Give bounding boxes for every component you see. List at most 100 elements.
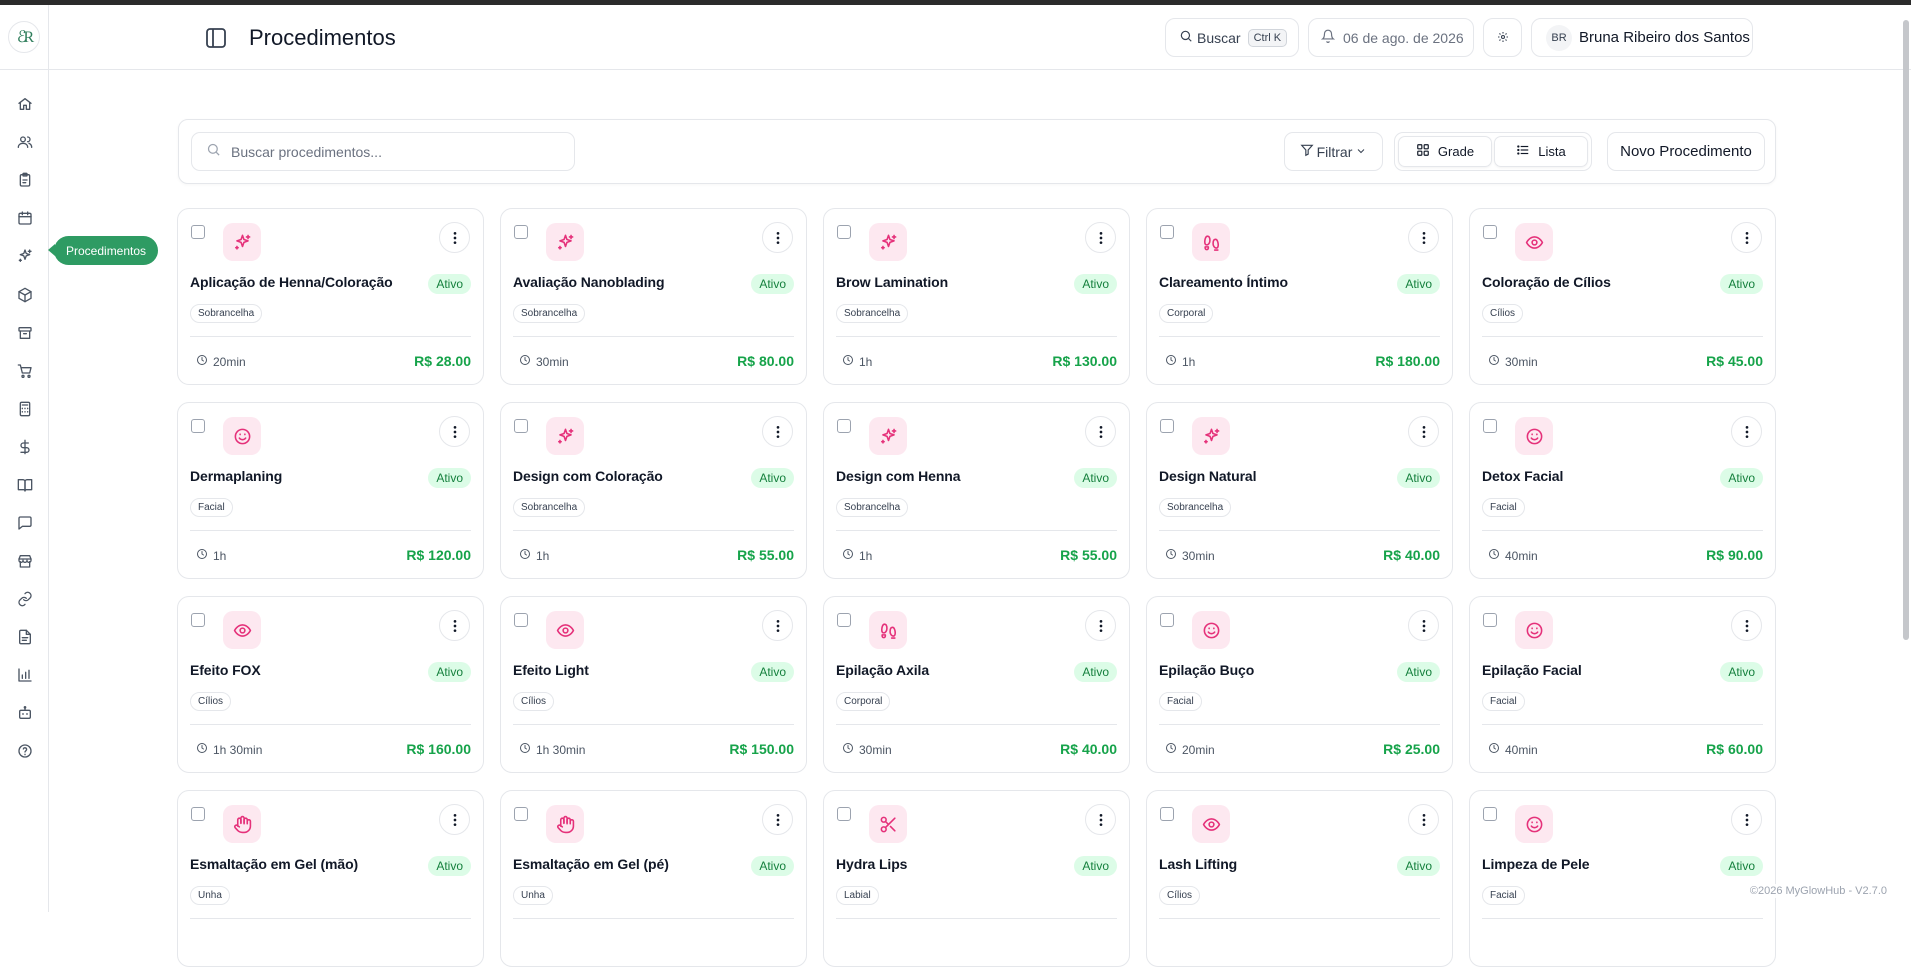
select-checkbox[interactable] <box>514 807 528 821</box>
select-checkbox[interactable] <box>191 225 205 239</box>
more-options-button[interactable] <box>1085 804 1116 835</box>
select-checkbox[interactable] <box>1160 613 1174 627</box>
app-logo[interactable]: ℰR <box>8 21 40 53</box>
sidebar-chart-icon[interactable] <box>14 664 36 686</box>
procedure-card[interactable]: Clareamento Íntimo Ativo Corporal 1h R$ 180.… <box>1146 208 1453 385</box>
select-checkbox[interactable] <box>837 225 851 239</box>
select-checkbox[interactable] <box>1160 225 1174 239</box>
sidebar-clipboard-icon[interactable] <box>14 169 36 191</box>
eye-icon <box>1515 223 1553 261</box>
select-checkbox[interactable] <box>1483 419 1497 433</box>
procedure-card[interactable]: Esmaltação em Gel (pé) Ativo Unha <box>500 790 807 967</box>
procedure-card[interactable]: Aplicação de Henna/Coloração Ativo Sobranc… <box>177 208 484 385</box>
category-tag: Cílios <box>190 692 232 711</box>
filter-button[interactable]: Filtrar <box>1284 132 1383 171</box>
sidebar-store-icon[interactable] <box>14 550 36 572</box>
select-checkbox[interactable] <box>191 613 205 627</box>
more-options-button[interactable] <box>1731 804 1762 835</box>
sidebar-calendar-icon[interactable] <box>14 207 36 229</box>
select-checkbox[interactable] <box>837 613 851 627</box>
select-checkbox[interactable] <box>1160 807 1174 821</box>
select-checkbox[interactable] <box>1483 613 1497 627</box>
status-badge: Ativo <box>1397 662 1440 682</box>
more-options-button[interactable] <box>762 416 793 447</box>
sidebar-calculator-icon[interactable] <box>14 398 36 420</box>
procedure-card[interactable]: Avaliação Nanoblading Ativo Sobrancelha 30m… <box>500 208 807 385</box>
sidebar-link-icon[interactable] <box>14 588 36 610</box>
more-options-button[interactable] <box>439 804 470 835</box>
sidebar-file-icon[interactable] <box>14 626 36 648</box>
sidebar-dollar-icon[interactable] <box>14 436 36 458</box>
new-procedure-button[interactable]: Novo Procedimento <box>1607 132 1765 171</box>
more-options-button[interactable] <box>1731 416 1762 447</box>
settings-button[interactable] <box>1483 18 1522 57</box>
clock-icon <box>1165 742 1177 757</box>
select-checkbox[interactable] <box>514 419 528 433</box>
select-checkbox[interactable] <box>191 807 205 821</box>
procedure-card[interactable]: Design Natural Ativo Sobrancelha 30min R$ 40… <box>1146 402 1453 579</box>
more-options-button[interactable] <box>1731 222 1762 253</box>
select-checkbox[interactable] <box>1483 225 1497 239</box>
card-divider <box>513 336 794 337</box>
procedure-card[interactable]: Limpeza de Pele Ativo Facial <box>1469 790 1776 967</box>
procedure-card[interactable]: Efeito Light Ativo Cílios 1h 30min R$ 150.00 <box>500 596 807 773</box>
more-options-button[interactable] <box>1408 804 1439 835</box>
sidebar-help-icon[interactable] <box>14 740 36 762</box>
sidebar-package-icon[interactable] <box>14 284 36 306</box>
smile-icon <box>1192 611 1230 649</box>
select-checkbox[interactable] <box>514 225 528 239</box>
sidebar-sparkles-icon[interactable] <box>14 245 36 267</box>
more-options-button[interactable] <box>1085 222 1116 253</box>
procedure-card[interactable]: Efeito FOX Ativo Cílios 1h 30min R$ 160.00 <box>177 596 484 773</box>
grid-view-button[interactable]: Grade <box>1398 136 1492 167</box>
select-checkbox[interactable] <box>1483 807 1497 821</box>
date-display[interactable]: 06 de ago. de 2026 <box>1308 18 1474 57</box>
sidebar-home-icon[interactable] <box>14 93 36 115</box>
more-options-button[interactable] <box>1085 610 1116 641</box>
procedure-search-input[interactable] <box>231 143 551 160</box>
sidebar: ℰR <box>0 5 49 912</box>
more-options-button[interactable] <box>1408 222 1439 253</box>
more-options-button[interactable] <box>1731 610 1762 641</box>
procedure-card[interactable]: Hydra Lips Ativo Labial <box>823 790 1130 967</box>
procedure-card[interactable]: Detox Facial Ativo Facial 40min R$ 90.00 <box>1469 402 1776 579</box>
more-options-button[interactable] <box>1408 610 1439 641</box>
more-options-button[interactable] <box>1085 416 1116 447</box>
sidebar-cart-icon[interactable] <box>14 360 36 382</box>
list-view-button[interactable]: Lista <box>1494 136 1588 167</box>
more-options-button[interactable] <box>762 804 793 835</box>
procedure-card[interactable]: Epilação Buço Ativo Facial 20min R$ 25.00 <box>1146 596 1453 773</box>
select-checkbox[interactable] <box>1160 419 1174 433</box>
more-options-button[interactable] <box>762 222 793 253</box>
more-options-button[interactable] <box>439 416 470 447</box>
sidebar-archive-icon[interactable] <box>14 322 36 344</box>
select-checkbox[interactable] <box>514 613 528 627</box>
procedure-card[interactable]: Esmaltação em Gel (mão) Ativo Unha <box>177 790 484 967</box>
sidebar-toggle-icon[interactable] <box>204 26 228 50</box>
procedure-card[interactable]: Design com Coloração Ativo Sobrancelha 1h R$… <box>500 402 807 579</box>
more-options-button[interactable] <box>439 610 470 641</box>
procedure-card[interactable]: Epilação Axila Ativo Corporal 30min R$ 40.00 <box>823 596 1130 773</box>
sidebar-message-icon[interactable] <box>14 512 36 534</box>
select-checkbox[interactable] <box>837 419 851 433</box>
procedure-card[interactable]: Coloração de Cílios Ativo Cílios 30min R$ 45… <box>1469 208 1776 385</box>
sidebar-book-icon[interactable] <box>14 474 36 496</box>
global-search-button[interactable]: Buscar Ctrl K <box>1165 18 1299 57</box>
sidebar-bot-icon[interactable] <box>14 702 36 724</box>
user-menu-button[interactable]: BR Bruna Ribeiro dos Santos <box>1531 18 1753 57</box>
procedure-card[interactable]: Dermaplaning Ativo Facial 1h R$ 120.00 <box>177 402 484 579</box>
select-checkbox[interactable] <box>191 419 205 433</box>
clock-icon <box>519 354 531 369</box>
more-options-button[interactable] <box>1408 416 1439 447</box>
procedure-name: Design Natural <box>1159 468 1257 484</box>
select-checkbox[interactable] <box>837 807 851 821</box>
procedure-card[interactable]: Brow Lamination Ativo Sobrancelha 1h R$ 130.… <box>823 208 1130 385</box>
procedure-card[interactable]: Lash Lifting Ativo Cílios <box>1146 790 1453 967</box>
page-scrollbar[interactable] <box>1903 20 1909 640</box>
procedure-card[interactable]: Epilação Facial Ativo Facial 40min R$ 60.00 <box>1469 596 1776 773</box>
more-options-button[interactable] <box>439 222 470 253</box>
more-options-button[interactable] <box>762 610 793 641</box>
procedure-card[interactable]: Design com Henna Ativo Sobrancelha 1h R$ 55.… <box>823 402 1130 579</box>
sidebar-users-icon[interactable] <box>14 131 36 153</box>
status-badge: Ativo <box>751 468 794 488</box>
